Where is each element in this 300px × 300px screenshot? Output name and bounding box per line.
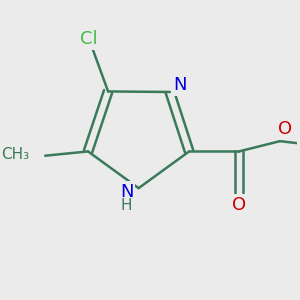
Text: H: H: [121, 198, 132, 213]
Text: N: N: [173, 76, 187, 94]
Text: CH₃: CH₃: [2, 147, 30, 162]
Text: N: N: [120, 183, 133, 201]
Text: Cl: Cl: [80, 30, 98, 48]
Text: O: O: [232, 196, 246, 214]
Text: O: O: [278, 120, 292, 138]
